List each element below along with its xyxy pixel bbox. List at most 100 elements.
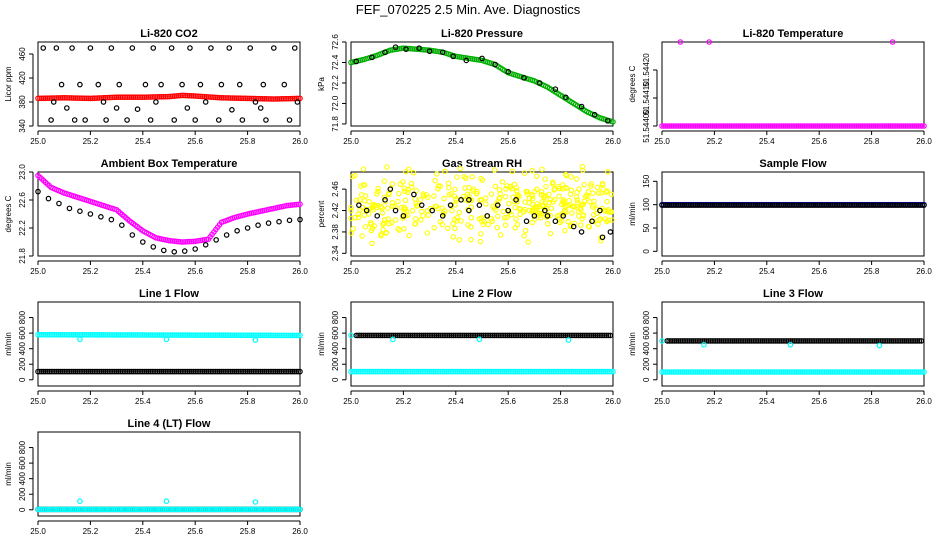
data-point <box>149 332 155 338</box>
figure-title: FEF_070225 2.5 Min. Ave. Diagnostics <box>356 2 581 17</box>
data-point <box>913 369 920 375</box>
data-point <box>919 123 925 129</box>
data-point <box>473 368 480 375</box>
data-point <box>716 338 723 344</box>
data-point <box>237 506 243 513</box>
data-point <box>563 171 569 178</box>
data-point <box>544 368 551 375</box>
data-point <box>853 202 860 208</box>
data-point <box>188 506 195 513</box>
data-point <box>158 506 165 513</box>
data-point <box>666 202 673 208</box>
data-point <box>531 368 538 375</box>
data-point <box>359 233 365 239</box>
data-point <box>711 202 718 208</box>
data-point <box>749 202 755 208</box>
data-point <box>659 123 665 129</box>
data-point <box>153 368 159 375</box>
data-point <box>229 95 236 101</box>
data-point <box>291 368 298 375</box>
data-point <box>166 368 172 375</box>
data-point <box>535 368 541 375</box>
series-average-line-3-flow <box>659 369 927 375</box>
data-point <box>400 213 407 219</box>
data-point <box>664 123 671 129</box>
series-dips-line-1-flow <box>77 336 259 343</box>
data-point <box>840 202 847 208</box>
data-point <box>687 123 693 129</box>
data-point <box>432 368 439 375</box>
data-point <box>488 368 495 375</box>
data-point <box>77 498 83 505</box>
data-point <box>78 506 84 513</box>
y-axis-label-sample-flow: ml/min <box>628 202 637 226</box>
data-point <box>392 44 399 50</box>
data-point <box>254 332 260 339</box>
data-point <box>788 123 794 129</box>
data-point <box>906 123 912 129</box>
data-point <box>502 332 509 339</box>
data-point <box>198 368 204 375</box>
data-point <box>565 337 572 343</box>
data-point <box>350 368 356 375</box>
data-point <box>884 338 891 344</box>
data-point <box>709 338 715 344</box>
data-point <box>415 368 422 375</box>
data-point <box>835 123 841 129</box>
data-point <box>400 368 407 375</box>
data-point <box>532 332 539 339</box>
data-point <box>40 506 47 513</box>
data-point <box>563 209 569 215</box>
data-point <box>554 213 561 219</box>
data-point <box>450 220 456 227</box>
data-point <box>773 123 779 129</box>
data-point <box>83 95 90 102</box>
data-point <box>286 117 293 123</box>
panel-title-li-820-pressure: Li-820 Pressure <box>441 28 523 40</box>
data-point <box>698 202 705 208</box>
data-point <box>795 369 802 375</box>
data-point <box>724 369 731 375</box>
y-axis-li-820-pressure: 71.872.072.272.472.6 <box>331 34 347 132</box>
y-tick-label: 2.38 <box>331 224 340 240</box>
data-point <box>96 332 103 338</box>
data-point <box>244 225 251 231</box>
data-point <box>735 369 742 375</box>
data-point <box>142 81 149 88</box>
data-point <box>55 95 62 101</box>
data-point <box>691 123 697 129</box>
data-point <box>684 338 691 344</box>
data-point <box>46 506 53 513</box>
data-point <box>179 368 185 375</box>
data-point <box>668 123 675 129</box>
data-point <box>401 204 407 211</box>
x-tick-label: 25.2 <box>83 527 99 536</box>
data-point <box>793 123 800 129</box>
data-point <box>108 332 114 338</box>
data-point <box>872 202 879 208</box>
data-point <box>499 179 506 185</box>
data-point <box>479 177 486 183</box>
data-point <box>545 332 552 339</box>
data-point <box>85 332 92 338</box>
x-tick-label: 26.0 <box>605 137 621 146</box>
data-point <box>760 202 766 208</box>
data-point <box>411 332 417 339</box>
data-point <box>851 338 857 344</box>
data-point <box>57 368 64 375</box>
y-tick-label: 400 <box>18 471 27 485</box>
data-point <box>282 506 288 513</box>
data-point <box>585 223 592 230</box>
data-point <box>496 368 502 375</box>
data-point <box>153 94 159 100</box>
data-point <box>96 95 103 101</box>
data-point <box>484 368 491 375</box>
data-point <box>563 368 570 375</box>
data-point <box>65 95 71 101</box>
data-point <box>514 332 520 339</box>
data-point <box>720 202 727 208</box>
data-point <box>418 217 424 223</box>
data-point <box>673 338 680 344</box>
